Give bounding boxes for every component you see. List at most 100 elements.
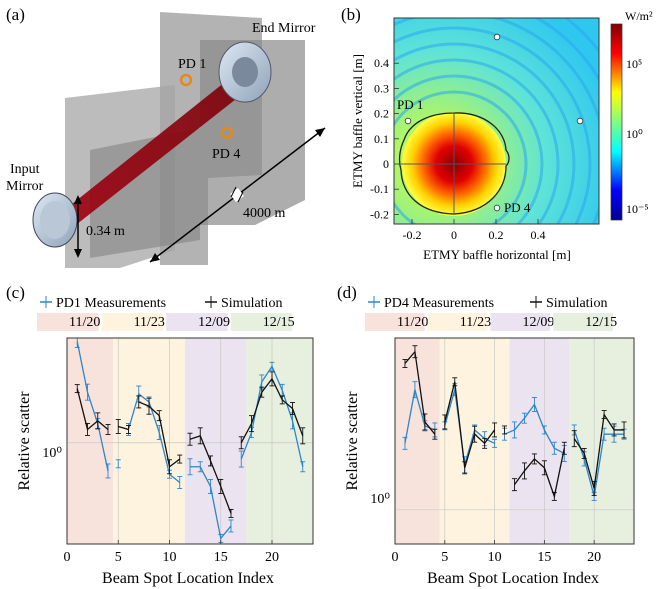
date-swatch bbox=[101, 313, 164, 331]
panel-c-ylabel: Relative scatter bbox=[16, 391, 33, 491]
pd1-marker bbox=[179, 73, 193, 87]
xtick-label: 10 bbox=[163, 550, 177, 565]
b-xtick-label: -0.2 bbox=[403, 228, 422, 242]
pd4-dot-b bbox=[493, 204, 501, 212]
panel-b-label: (b) bbox=[341, 5, 361, 24]
panel-d-frame bbox=[394, 337, 635, 545]
xtick-label: 15 bbox=[214, 550, 228, 565]
date-band bbox=[246, 338, 313, 544]
legend-c-meas: PD1 Measurements bbox=[56, 296, 166, 311]
b-ytick-label: 0.1 bbox=[374, 132, 389, 146]
date-legend-c: 11/20 11/23 12/09 12/15 bbox=[37, 313, 295, 331]
date-band bbox=[569, 338, 634, 544]
b-ytick-label: 0.2 bbox=[374, 107, 389, 121]
legend-d: PD4 Measurements Simulation bbox=[368, 296, 607, 311]
panel-b-y-ticks: 0.4 0.3 0.2 0.1 0 -0.1 -0.2 bbox=[370, 56, 399, 221]
series-line bbox=[573, 412, 625, 489]
legend-d-meas: PD4 Measurements bbox=[384, 296, 494, 311]
panel-b-ylabel: ETMY baffle vertical [m] bbox=[350, 54, 365, 188]
pd4-marker bbox=[220, 126, 234, 140]
b-xtick-label: 0 bbox=[451, 228, 457, 242]
date-band bbox=[509, 338, 570, 544]
xtick-label: 0 bbox=[64, 550, 71, 565]
series-line bbox=[76, 388, 109, 431]
xtick-label: 5 bbox=[115, 550, 122, 565]
b-xtick-label: 0.2 bbox=[489, 228, 504, 242]
date-label: 11/20 bbox=[397, 315, 428, 330]
b-ytick-label: -0.1 bbox=[370, 182, 389, 196]
panel-b-x-ticks: -0.2 0 0.2 0.4 bbox=[403, 219, 546, 242]
date-label: 12/09 bbox=[198, 315, 230, 330]
input-mirror-label-2: Mirror bbox=[6, 179, 44, 194]
series-line bbox=[513, 448, 565, 499]
series-line bbox=[118, 425, 129, 431]
date-swatch bbox=[490, 313, 551, 331]
date-label: 11/20 bbox=[69, 315, 100, 330]
series-line bbox=[573, 429, 625, 497]
series-line bbox=[404, 350, 436, 435]
b-ytick-label: 0.3 bbox=[374, 81, 389, 95]
panel-c-frame bbox=[66, 337, 314, 545]
xtick-label: 20 bbox=[587, 550, 601, 565]
ripple-rings bbox=[394, 18, 599, 224]
xtick-label: 15 bbox=[537, 550, 551, 565]
colorbar-tick-mid: 10⁰ bbox=[626, 127, 643, 141]
date-legend-d: 11/20 11/23 12/09 12/15 bbox=[365, 313, 617, 331]
panel-b-frame bbox=[393, 17, 600, 225]
xtick-label: 20 bbox=[265, 550, 279, 565]
date-swatch bbox=[230, 313, 293, 331]
date-label: 12/15 bbox=[263, 315, 295, 330]
panel-d-ytick: 10⁰ bbox=[370, 492, 390, 507]
legend-c: PD1 Measurements Simulation bbox=[40, 296, 282, 311]
pd4-label-a: PD 4 bbox=[212, 147, 240, 162]
panel-d-chart: (d) PD4 Measurements Simulation 11/20 11/… bbox=[337, 283, 635, 587]
date-label: 12/09 bbox=[522, 315, 554, 330]
series-line bbox=[76, 341, 109, 472]
dim-small-label: 0.34 m bbox=[86, 224, 125, 239]
xtick-label: 0 bbox=[392, 550, 399, 565]
panel-c-label: (c) bbox=[6, 283, 25, 302]
dim-long-label: 4000 m bbox=[243, 206, 286, 221]
panel-b-heatmap: (b) PD 1 PD 4 0.40.30.20.10-0.1- bbox=[341, 5, 653, 262]
colorbar-unit: W/m² bbox=[625, 9, 653, 23]
laser-beam bbox=[62, 70, 250, 228]
end-mirror-label: End Mirror bbox=[252, 21, 316, 36]
end-mirror bbox=[218, 41, 272, 103]
xtick-label: 10 bbox=[488, 550, 502, 565]
panel-d-xlabel: Beam Spot Location Index bbox=[427, 570, 599, 587]
b-ytick-label: -0.2 bbox=[370, 207, 389, 221]
input-mirror bbox=[32, 192, 78, 248]
panel-c-chart: (c) PD1 Measurements Simulation 11/20 11/… bbox=[6, 283, 314, 587]
date-band bbox=[113, 338, 185, 544]
panel-c-xlabel: Beam Spot Location Index bbox=[102, 570, 274, 587]
colorbar-tick-low: 10⁻⁵ bbox=[626, 202, 649, 216]
date-swatch bbox=[166, 313, 228, 331]
pd4-label-b: PD 4 bbox=[504, 200, 531, 215]
b-ytick-label: 0 bbox=[383, 157, 389, 171]
legend-d-sim: Simulation bbox=[546, 296, 607, 311]
date-swatch bbox=[553, 313, 613, 331]
legend-c-sim: Simulation bbox=[221, 296, 282, 311]
series-line bbox=[127, 392, 181, 484]
pd1-label-a: PD 1 bbox=[178, 57, 206, 72]
date-band bbox=[67, 338, 114, 544]
panel-d-label: (d) bbox=[337, 283, 357, 302]
colorbar-tick-high: 10⁵ bbox=[626, 57, 642, 71]
input-mirror-label-1: Input bbox=[10, 162, 40, 177]
date-swatch bbox=[427, 313, 488, 331]
date-label: 11/23 bbox=[134, 315, 165, 330]
b-ytick-label: 0.4 bbox=[374, 56, 389, 70]
date-label: 12/15 bbox=[585, 315, 617, 330]
date-swatch bbox=[37, 313, 99, 331]
panel-c-ytick: 10⁰ bbox=[42, 446, 62, 461]
panel-a-label: (a) bbox=[6, 5, 25, 24]
colorbar bbox=[610, 23, 623, 221]
pd1-label-b: PD 1 bbox=[397, 97, 423, 112]
series-line bbox=[444, 381, 496, 468]
date-swatch bbox=[365, 313, 425, 331]
xtick-label: 5 bbox=[441, 550, 448, 565]
pd1-dot-b bbox=[404, 117, 412, 125]
panel-d-ylabel: Relative scatter bbox=[344, 391, 361, 491]
b-xtick-label: 0.4 bbox=[531, 228, 546, 242]
